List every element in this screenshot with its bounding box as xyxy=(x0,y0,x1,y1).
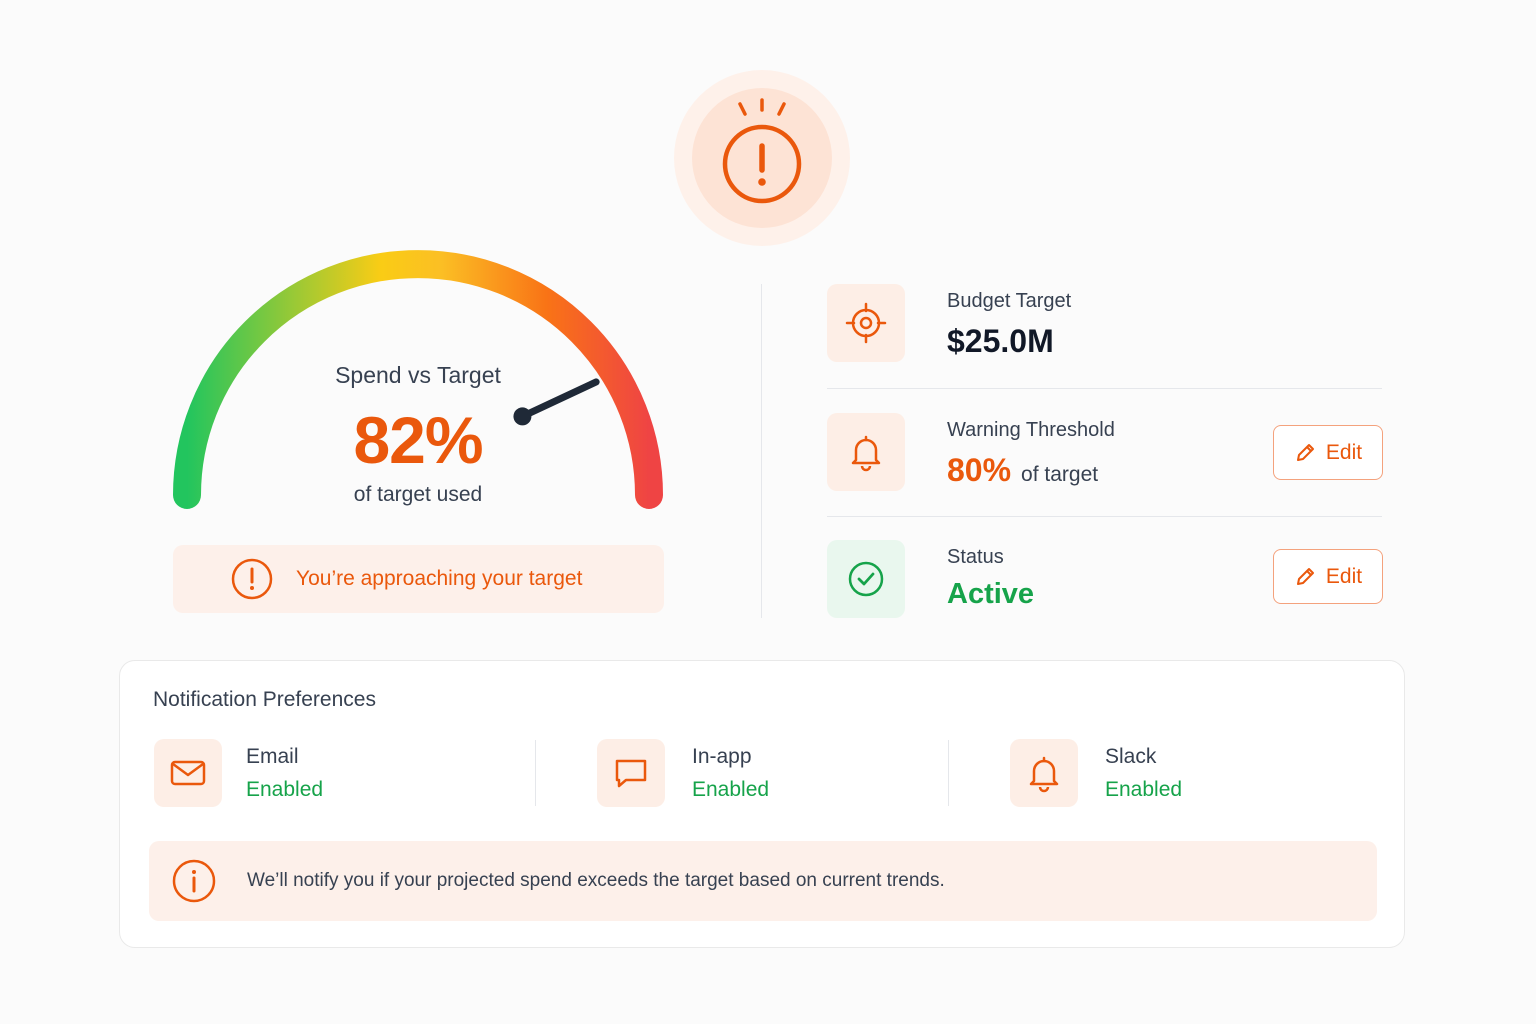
check-circle-icon xyxy=(848,561,884,597)
row-divider xyxy=(827,388,1382,389)
notification-preferences-title: Notification Preferences xyxy=(153,688,376,711)
edit-status-button[interactable]: Edit xyxy=(1273,549,1383,604)
section-divider xyxy=(761,284,762,618)
budget-target-value: $25.0M xyxy=(947,323,1054,359)
approaching-target-banner: You’re approaching your target xyxy=(173,545,664,613)
pencil-icon xyxy=(1296,443,1314,461)
status-label: Status xyxy=(947,546,1004,568)
gauge-title: Spend vs Target xyxy=(335,362,501,388)
budget-target-label: Budget Target xyxy=(947,290,1072,312)
edit-threshold-label: Edit xyxy=(1325,440,1363,464)
edit-status-label: Edit xyxy=(1325,564,1363,588)
target-icon-tile xyxy=(827,284,905,362)
bell-icon-tile xyxy=(827,413,905,491)
pencil-icon xyxy=(1296,567,1314,585)
row-divider xyxy=(827,516,1382,517)
slack-icon-tile xyxy=(1010,739,1078,807)
channel-status-email[interactable]: Enabled xyxy=(246,778,324,801)
in-app-icon-tile xyxy=(597,739,665,807)
gauge-subtitle: of target used xyxy=(353,483,483,506)
edit-threshold-button[interactable]: Edit xyxy=(1273,425,1383,480)
channel-status-slack[interactable]: Enabled xyxy=(1105,778,1183,801)
gauge-arc xyxy=(173,250,663,509)
info-text: We’ll notify you if your projected spend… xyxy=(247,870,945,891)
mail-icon xyxy=(170,760,206,786)
alert-circle-icon xyxy=(722,98,802,204)
target-icon xyxy=(845,302,887,344)
status-value: Active xyxy=(947,578,1035,610)
warning-threshold-value: 80% xyxy=(947,452,1012,488)
bell-icon xyxy=(1029,756,1059,793)
banner-text: You’re approaching your target xyxy=(296,567,583,590)
chat-icon xyxy=(615,759,647,788)
channel-divider xyxy=(948,740,949,806)
email-icon-tile xyxy=(154,739,222,807)
channel-name-in-app: In-app xyxy=(692,745,752,768)
warning-threshold-value-group: 80% of target xyxy=(947,452,1098,489)
warning-threshold-suffix: of target xyxy=(1021,463,1099,486)
channel-divider xyxy=(535,740,536,806)
channel-status-in-app[interactable]: Enabled xyxy=(692,778,770,801)
spend-gauge xyxy=(173,250,663,509)
gauge-percentage: 82% xyxy=(353,403,483,477)
channel-name-slack: Slack xyxy=(1105,745,1157,768)
warning-threshold-label: Warning Threshold xyxy=(947,419,1115,441)
gauge-needle xyxy=(513,378,600,426)
bell-icon xyxy=(851,435,881,472)
info-banner: We’ll notify you if your projected spend… xyxy=(149,841,1377,921)
channel-name-email: Email xyxy=(246,745,299,768)
alert-circle-icon xyxy=(231,558,273,600)
check-icon-tile xyxy=(827,540,905,618)
info-icon xyxy=(172,859,216,903)
